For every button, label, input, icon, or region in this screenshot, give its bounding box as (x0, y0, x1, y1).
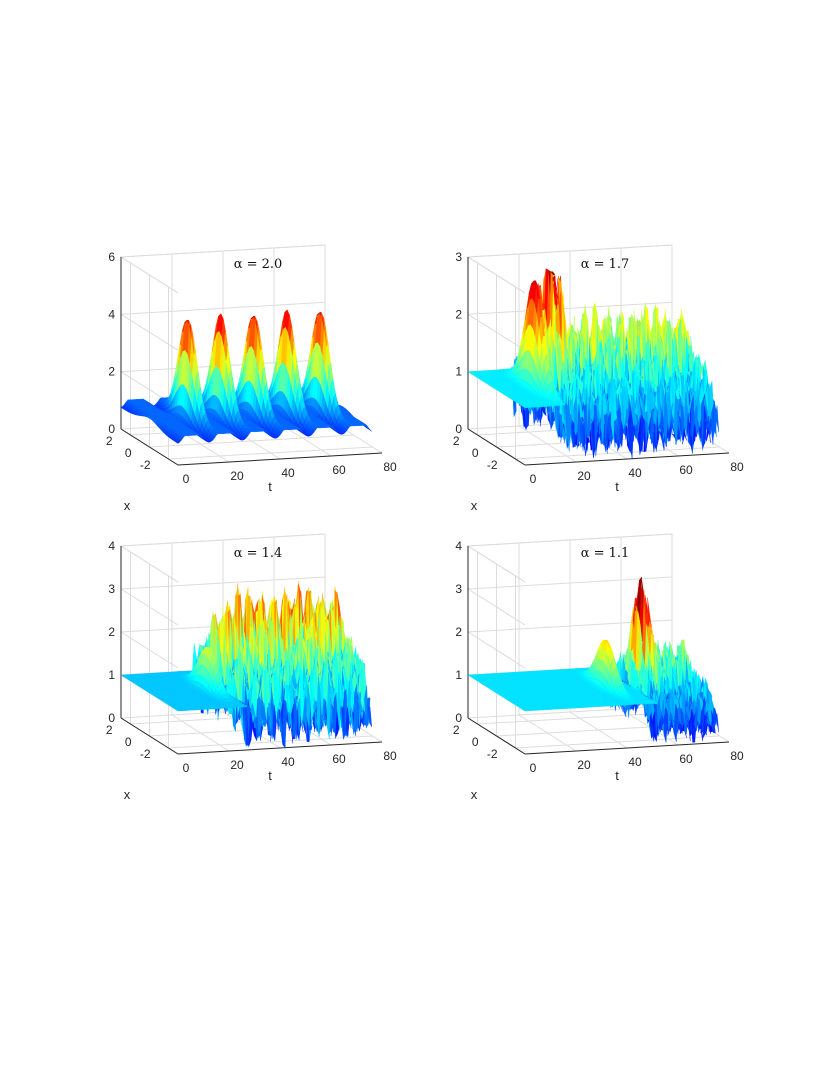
z-tick-label: 6 (108, 250, 115, 264)
t-tick-label: 0 (183, 472, 190, 486)
panel-title: α = 1.1 (581, 546, 630, 561)
surface (467, 268, 719, 459)
z-tick-label: 2 (108, 625, 115, 639)
t-tick-label: 60 (332, 463, 346, 477)
t-axis-label: t (268, 768, 272, 783)
t-axis-label: t (615, 768, 619, 783)
z-tick-label: 1 (108, 668, 115, 682)
t-tick-label: 60 (679, 463, 693, 477)
t-axis-line (524, 452, 730, 466)
t-axis-line (177, 741, 383, 755)
x-tick-label: 2 (106, 723, 113, 737)
panel-title: α = 1.4 (234, 546, 283, 561)
t-tick-label: 60 (332, 752, 346, 766)
t-tick-label: 80 (383, 460, 397, 474)
t-tick-label: 20 (577, 758, 591, 772)
t-tick-label: 20 (230, 469, 244, 483)
z-tick-label: 4 (108, 539, 115, 553)
panel-title: α = 2.0 (234, 257, 283, 272)
z-tick-label: 3 (455, 582, 462, 596)
t-axis-line (177, 452, 383, 466)
x-tick-label: 2 (453, 434, 460, 448)
x-axis-label: x (124, 787, 131, 802)
t-tick-label: 40 (628, 755, 642, 769)
x-tick-label: -2 (140, 458, 151, 472)
t-tick-label: 40 (281, 755, 295, 769)
t-tick-label: 20 (577, 469, 591, 483)
x-tick-label: -2 (487, 747, 498, 761)
z-tick-label: 0 (455, 711, 462, 725)
z-tick-label: 2 (455, 625, 462, 639)
z-tick-label: 3 (455, 250, 462, 264)
x-tick-label: -2 (487, 458, 498, 472)
x-axis-label: x (471, 787, 478, 802)
t-tick-label: 0 (530, 761, 537, 775)
t-tick-label: 80 (730, 749, 744, 763)
z-tick-label: 0 (108, 711, 115, 725)
x-axis-line (467, 428, 526, 466)
x-axis-line (120, 428, 179, 466)
z-tick-label: 0 (455, 422, 462, 436)
t-tick-label: 40 (628, 466, 642, 480)
x-tick-label: 2 (453, 723, 460, 737)
z-tick-label: 0 (108, 422, 115, 436)
surface (467, 576, 719, 743)
x-axis-label: x (471, 498, 478, 513)
x-tick-label: -2 (140, 747, 151, 761)
panel-title: α = 1.7 (581, 257, 630, 272)
x-axis-line (467, 717, 526, 755)
t-tick-label: 20 (230, 758, 244, 772)
t-tick-label: 60 (679, 752, 693, 766)
x-tick-label: 2 (106, 434, 113, 448)
z-tick-label: 1 (455, 365, 462, 379)
t-axis-label: t (268, 479, 272, 494)
t-tick-label: 0 (530, 472, 537, 486)
t-tick-label: 80 (730, 460, 744, 474)
z-tick-label: 3 (108, 582, 115, 596)
z-tick-label: 4 (108, 307, 115, 321)
t-axis-line (524, 741, 730, 755)
x-tick-label: 0 (472, 446, 479, 460)
z-tick-label: 4 (455, 539, 462, 553)
x-axis-label: x (124, 498, 131, 513)
z-tick-label: 2 (455, 307, 462, 321)
x-tick-label: 0 (125, 446, 132, 460)
t-tick-label: 0 (183, 761, 190, 775)
x-tick-label: 0 (125, 735, 132, 749)
surface (120, 309, 372, 444)
z-tick-label: 1 (455, 668, 462, 682)
t-tick-label: 40 (281, 466, 295, 480)
surface (120, 581, 372, 749)
x-tick-label: 0 (472, 735, 479, 749)
x-axis-line (120, 717, 179, 755)
t-tick-label: 80 (383, 749, 397, 763)
z-tick-label: 2 (108, 365, 115, 379)
t-axis-label: t (615, 479, 619, 494)
